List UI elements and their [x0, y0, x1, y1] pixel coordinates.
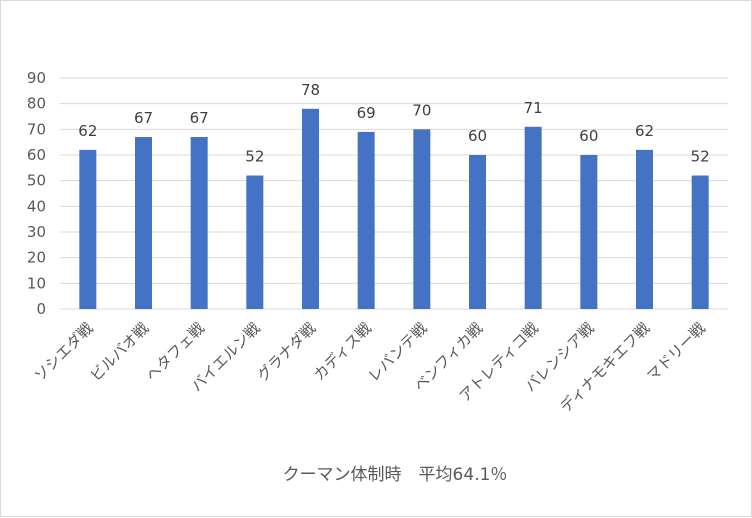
bar [524, 126, 542, 310]
bar [413, 129, 431, 309]
bar [357, 131, 375, 309]
bar [79, 149, 97, 309]
x-tick-label: ソシエダ戦 [31, 319, 97, 385]
y-tick-label: 0 [36, 300, 46, 318]
bar [246, 175, 264, 309]
y-tick-label: 70 [27, 120, 46, 138]
data-label: 67 [190, 109, 209, 127]
y-tick-label: 50 [27, 172, 46, 190]
y-tick-label: 60 [27, 146, 46, 164]
data-labels: 62 67 67 52 78 69 70 60 71 60 62 52 [78, 81, 709, 166]
data-label: 69 [357, 104, 376, 122]
data-label: 78 [301, 81, 320, 99]
x-tick-label: マドリー戦 [643, 319, 709, 385]
y-tick-label: 90 [27, 69, 46, 87]
x-tick-label: ビルバオ戦 [87, 319, 153, 385]
bar [691, 175, 709, 309]
data-label: 52 [245, 148, 264, 166]
bar [135, 137, 152, 309]
data-label: 60 [468, 127, 487, 145]
bar [580, 155, 598, 309]
y-tick-label: 40 [27, 197, 46, 215]
y-tick-label: 80 [27, 95, 46, 113]
data-label: 71 [524, 99, 543, 117]
bar [302, 108, 319, 309]
data-label: 70 [412, 101, 431, 119]
data-label: 52 [691, 148, 710, 166]
bar [469, 155, 486, 309]
data-label: 62 [635, 122, 654, 140]
x-tick-label: グラナダ戦 [254, 319, 320, 385]
x-axis-labels: ソシエダ戦ビルバオ戦ヘタフェ戦バイエルン戦グラナダ戦カディス戦レバンテ戦ベンフィ… [31, 319, 709, 416]
y-tick-label: 30 [27, 223, 46, 241]
bar [636, 149, 653, 309]
y-tick-label: 10 [27, 274, 46, 292]
data-label: 62 [78, 122, 97, 140]
bars [79, 108, 709, 310]
y-tick-label: 20 [27, 249, 46, 267]
bar [190, 137, 208, 309]
data-label: 67 [134, 109, 153, 127]
y-axis-ticks: 0 10 20 30 40 50 60 70 80 90 [27, 69, 46, 318]
x-axis-title: クーマン体制時 平均64.1％ [283, 465, 508, 485]
data-label: 60 [579, 127, 598, 145]
gridlines [60, 77, 728, 310]
